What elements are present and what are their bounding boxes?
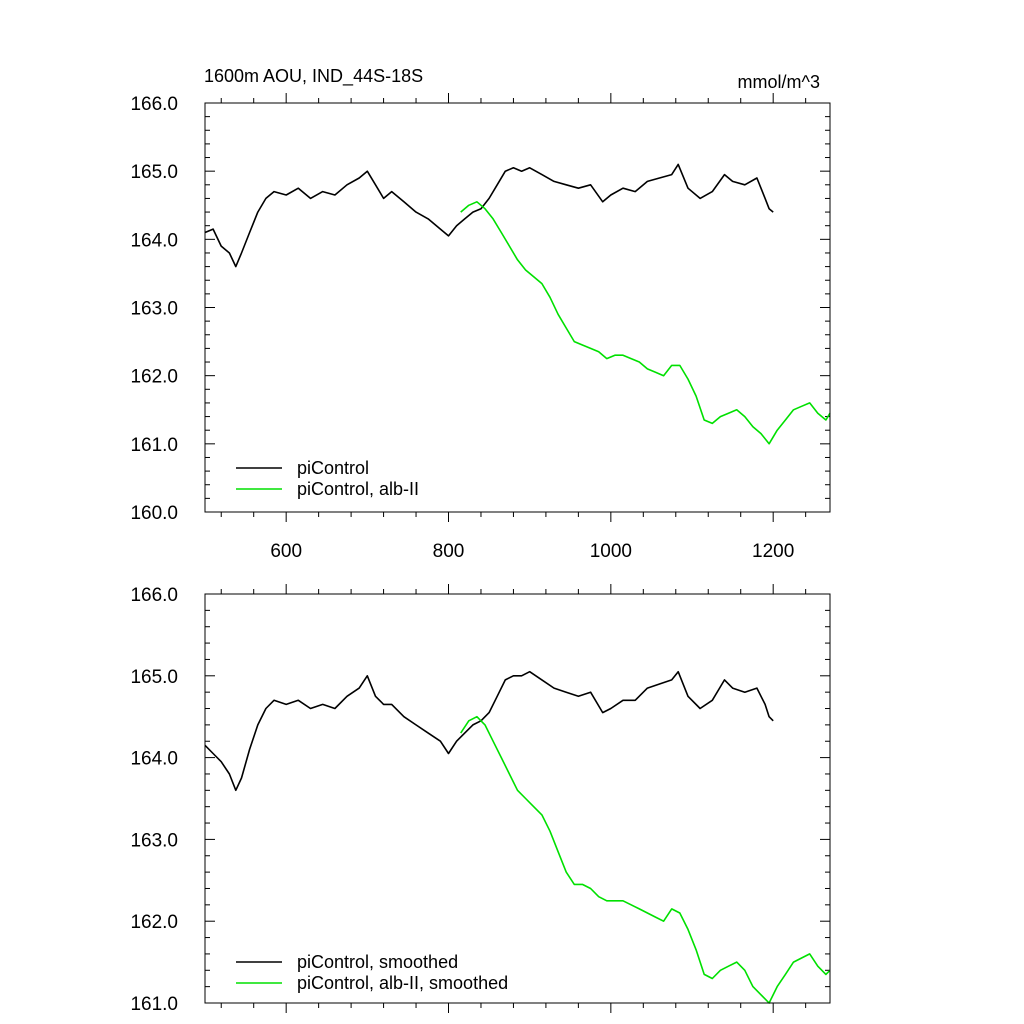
series-line (460, 201, 831, 445)
legend-label: piControl, smoothed (297, 952, 458, 972)
x-tick-label: 800 (433, 541, 465, 562)
units-label: mmol/m^3 (738, 72, 820, 92)
y-tick-label: 161.0 (130, 435, 178, 456)
y-tick-label: 160.0 (130, 503, 178, 524)
series-line (204, 163, 774, 268)
series-line (460, 715, 831, 1004)
axis-ticks: 161.0 162.0 163.0 164.0 165.0 166.0 (130, 584, 830, 1015)
aou-smoothed-panel: 161.0 162.0 163.0 164.0 165.0 166.0 piControl… (130, 584, 831, 1015)
y-tick-label: 166.0 (130, 585, 178, 606)
y-tick-label: 163.0 (130, 830, 178, 851)
chart-title: 1600m AOU, IND_44S-18S (204, 66, 423, 87)
y-tick-label: 165.0 (130, 667, 178, 688)
aou-raw-panel: 1600m AOU, IND_44S-18S mmol/m^3 160.0 161… (130, 66, 831, 562)
legend-label: piControl, alb-II, smoothed (297, 973, 508, 993)
y-tick-label: 162.0 (130, 367, 178, 388)
y-tick-label: 166.0 (130, 94, 178, 115)
y-tick-label: 164.0 (130, 230, 178, 251)
x-tick-label: 1000 (590, 541, 632, 562)
axis-ticks: 160.0 161.0 162.0 163.0 164.0 165.0 166.0 600 80… (130, 93, 830, 562)
plot-frame (204, 102, 831, 513)
y-tick-label: 163.0 (130, 299, 178, 320)
series-line (204, 670, 774, 792)
x-tick-label: 1200 (752, 541, 794, 562)
y-tick-label: 164.0 (130, 749, 178, 770)
legend-label: piControl, alb-II (297, 479, 419, 499)
plot-series (204, 163, 831, 445)
y-tick-label: 161.0 (130, 994, 178, 1015)
plot-series (204, 670, 831, 1004)
y-tick-label: 162.0 (130, 912, 178, 933)
plot-frame (204, 593, 831, 1004)
y-tick-label: 165.0 (130, 162, 178, 183)
x-tick-label: 600 (270, 541, 302, 562)
legend-label: piControl (297, 458, 369, 478)
